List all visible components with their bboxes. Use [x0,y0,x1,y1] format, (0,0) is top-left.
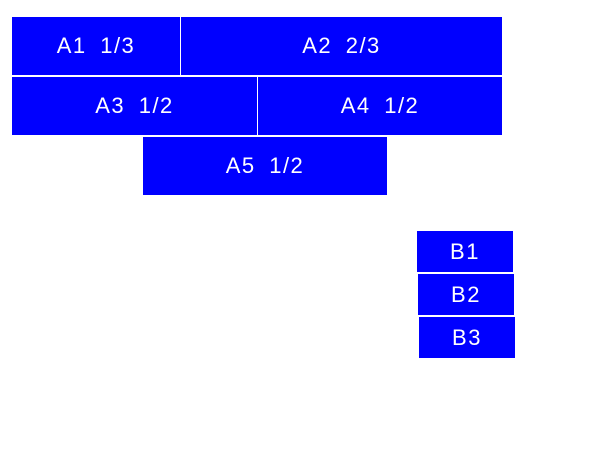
box-a5-label: A5 1/2 [225,153,305,178]
box-a4[interactable]: A4 1/2 [258,77,502,135]
box-a2[interactable]: A2 2/3 [181,17,502,75]
box-a1-label: A1 1/3 [56,33,136,58]
box-b3-label: B3 [452,324,482,350]
box-a2-label: A2 2/3 [302,33,381,58]
box-a1[interactable]: A1 1/3 [12,17,180,75]
box-b2[interactable]: B2 [418,274,514,315]
box-a4-label: A4 1/2 [340,93,420,118]
box-a3-label: A3 1/2 [95,93,174,118]
box-b1-label: B1 [450,238,480,264]
box-b3[interactable]: B3 [419,317,515,358]
box-a5[interactable]: A5 1/2 [143,137,387,195]
box-a3[interactable]: A3 1/2 [12,77,257,135]
box-b2-label: B2 [451,281,481,307]
box-b1[interactable]: B1 [417,231,513,272]
